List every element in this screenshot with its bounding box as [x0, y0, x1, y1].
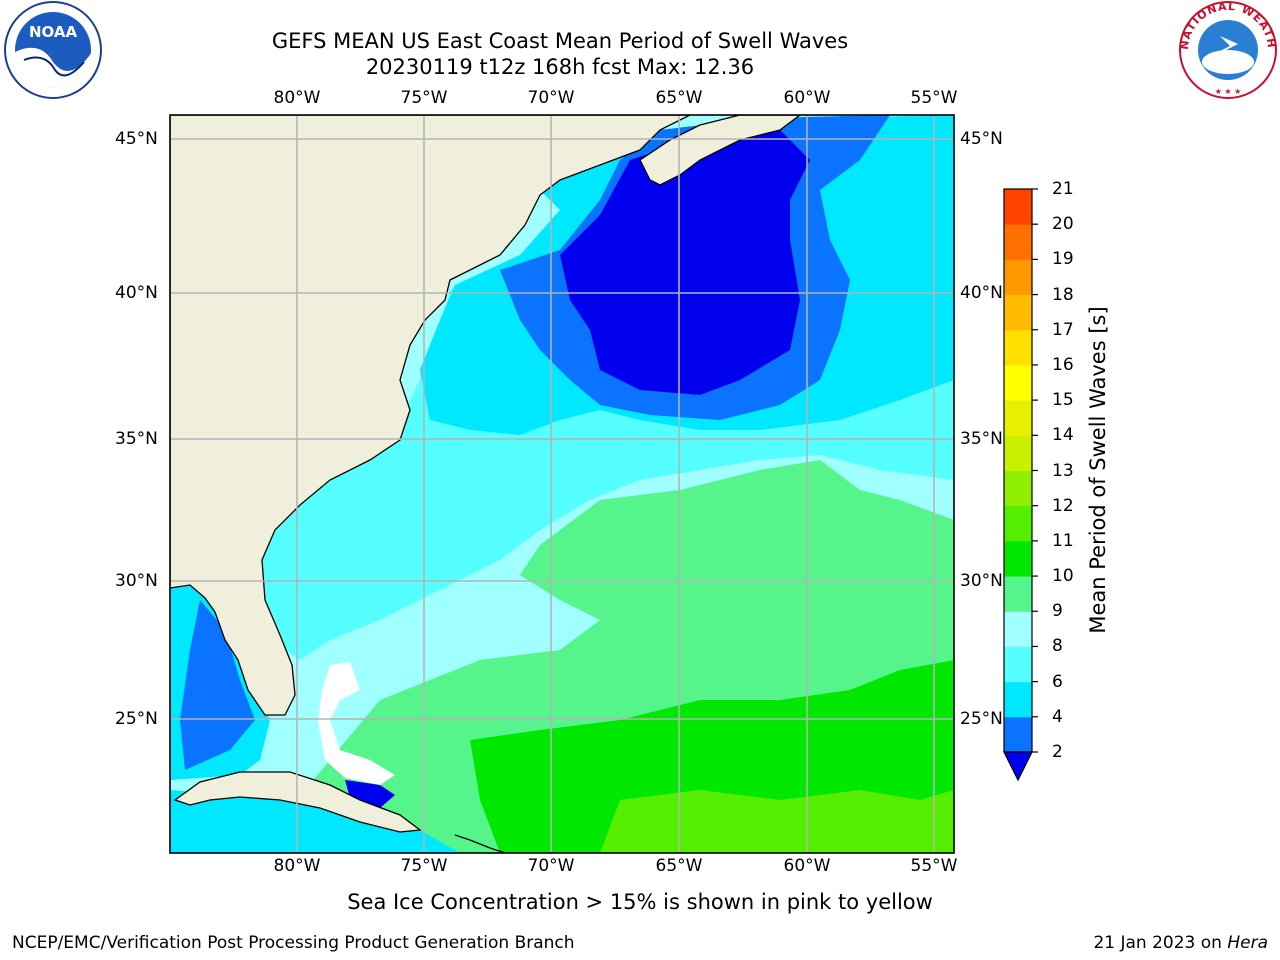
map-gridlines: [170, 115, 954, 853]
colorbar-segment: [1004, 576, 1032, 612]
footer-credit: NCEP/EMC/Verification Post Processing Pr…: [12, 933, 575, 953]
colorbar-segment: [1004, 646, 1032, 683]
colorbar-segment: [1004, 716, 1032, 753]
caribbean-zone: [170, 790, 460, 853]
lon-tick-top: 70°W: [527, 88, 575, 108]
colorbar-segment: [1004, 294, 1032, 331]
colorbar-segment: [1004, 505, 1032, 542]
lon-tick-bottom: 70°W: [527, 856, 575, 876]
lat-tick-right: 30°N: [960, 571, 1003, 591]
colorbar-label: 16: [1052, 354, 1074, 375]
colorbar-segment: [1004, 540, 1032, 577]
lat-tick-left: 40°N: [115, 283, 158, 303]
footer-date-text: 21 Jan 2023 on: [1093, 933, 1228, 953]
colorbar-segment: [1004, 470, 1032, 507]
swell-zone-11-12: [600, 790, 954, 853]
hispaniola-land: [454, 834, 506, 853]
colorbar-label: 18: [1052, 284, 1074, 305]
lon-tick-top: 55°W: [910, 88, 958, 108]
colorbar-segment: [1004, 329, 1032, 366]
bahamas-shoal: [318, 662, 395, 785]
colorbar-segment: [1004, 435, 1032, 471]
colorbar-label: 13: [1052, 460, 1074, 481]
bahamas-blue: [345, 780, 395, 808]
us-land: [170, 115, 691, 716]
svg-text:★ ★ ★: ★ ★ ★: [1215, 87, 1242, 96]
noaa-logo-icon: NOAA: [4, 1, 102, 99]
noaa-logo-text: NOAA: [29, 23, 78, 41]
colorbar-label: 14: [1052, 425, 1074, 446]
colorbar-label: 17: [1052, 319, 1074, 340]
nws-logo-icon: NATIONAL WEATHER SERVICE ★ ★ ★: [1176, 0, 1277, 99]
footer-host: Hera: [1227, 933, 1268, 953]
colorbar-label: 4: [1052, 706, 1063, 727]
colorbar-label: 20: [1052, 214, 1074, 235]
colorbar-segment: [1004, 259, 1032, 296]
colorbar-label: 6: [1052, 671, 1063, 692]
lat-tick-left: 30°N: [115, 571, 158, 591]
lat-tick-left: 35°N: [115, 429, 158, 449]
colorbar-label: 15: [1052, 390, 1074, 411]
colorbar-label: 12: [1052, 495, 1074, 516]
sea-ice-note: Sea Ice Concentration > 15% is shown in …: [347, 890, 933, 914]
colorbar-label: 21: [1052, 179, 1074, 199]
lat-tick-left: 25°N: [115, 709, 158, 729]
colorbar-label: 9: [1052, 601, 1063, 622]
colorbar-segment: [1004, 189, 1032, 225]
map-frame: [169, 114, 955, 854]
lon-tick-top: 60°W: [783, 88, 831, 108]
lon-tick-bottom: 65°W: [655, 856, 703, 876]
colorbar-segment: [1004, 400, 1032, 436]
colorbar-label: 8: [1052, 636, 1063, 657]
lon-tick-bottom: 55°W: [910, 856, 958, 876]
lon-tick-top: 80°W: [273, 88, 321, 108]
lon-tick-bottom: 80°W: [273, 856, 321, 876]
lon-tick-bottom: 60°W: [783, 856, 831, 876]
map-title: GEFS MEAN US East Coast Mean Period of S…: [271, 29, 849, 53]
colorbar-label: 2: [1052, 742, 1063, 762]
gulf-blue-zone: [180, 600, 255, 770]
lat-tick-left: 45°N: [115, 129, 158, 149]
colorbar-label: 11: [1052, 530, 1074, 551]
colorbar-extend: [1003, 751, 1033, 782]
lat-tick-right: 45°N: [960, 129, 1003, 149]
lon-tick-bottom: 75°W: [400, 856, 448, 876]
lat-tick-right: 40°N: [960, 283, 1003, 303]
map-subtitle: 20230119 t12z 168h fcst Max: 12.36: [365, 55, 755, 79]
colorbar-label: 19: [1052, 249, 1074, 270]
colorbar-segment: [1004, 681, 1032, 718]
colorbar-title: Mean Period of Swell Waves [s]: [1086, 306, 1110, 634]
footer-date: 21 Jan 2023 on Hera: [1093, 933, 1268, 953]
lat-tick-right: 35°N: [960, 429, 1003, 449]
colorbar-segment: [1004, 364, 1032, 401]
colorbar-label: 10: [1052, 566, 1074, 587]
lon-tick-top: 65°W: [655, 88, 703, 108]
lon-tick-top: 75°W: [400, 88, 448, 108]
colorbar-segment: [1004, 224, 1032, 260]
colorbar: [1003, 188, 1038, 782]
colorbar-segment: [1004, 611, 1032, 647]
lat-tick-right: 25°N: [960, 709, 1003, 729]
swell-zone-under-2: [560, 130, 810, 395]
nova-scotia-land: [639, 115, 802, 186]
